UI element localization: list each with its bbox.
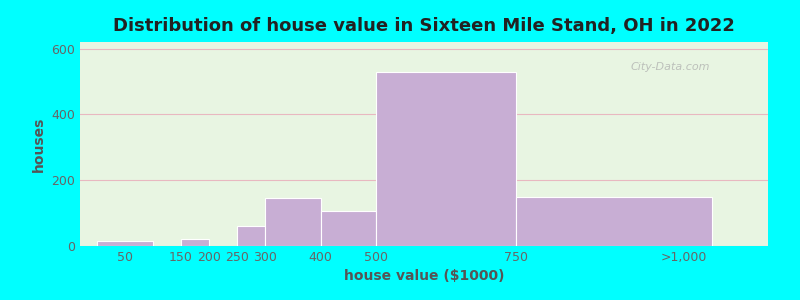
Bar [237,226,265,246]
X-axis label: house value ($1000): house value ($1000) [344,269,504,284]
Y-axis label: houses: houses [32,116,46,172]
Text: City-Data.com: City-Data.com [630,62,710,72]
Bar [516,196,712,246]
Bar [97,241,153,246]
Bar [181,239,209,246]
Bar [321,212,377,246]
Bar [265,198,321,246]
Bar [377,72,516,246]
Title: Distribution of house value in Sixteen Mile Stand, OH in 2022: Distribution of house value in Sixteen M… [113,17,735,35]
